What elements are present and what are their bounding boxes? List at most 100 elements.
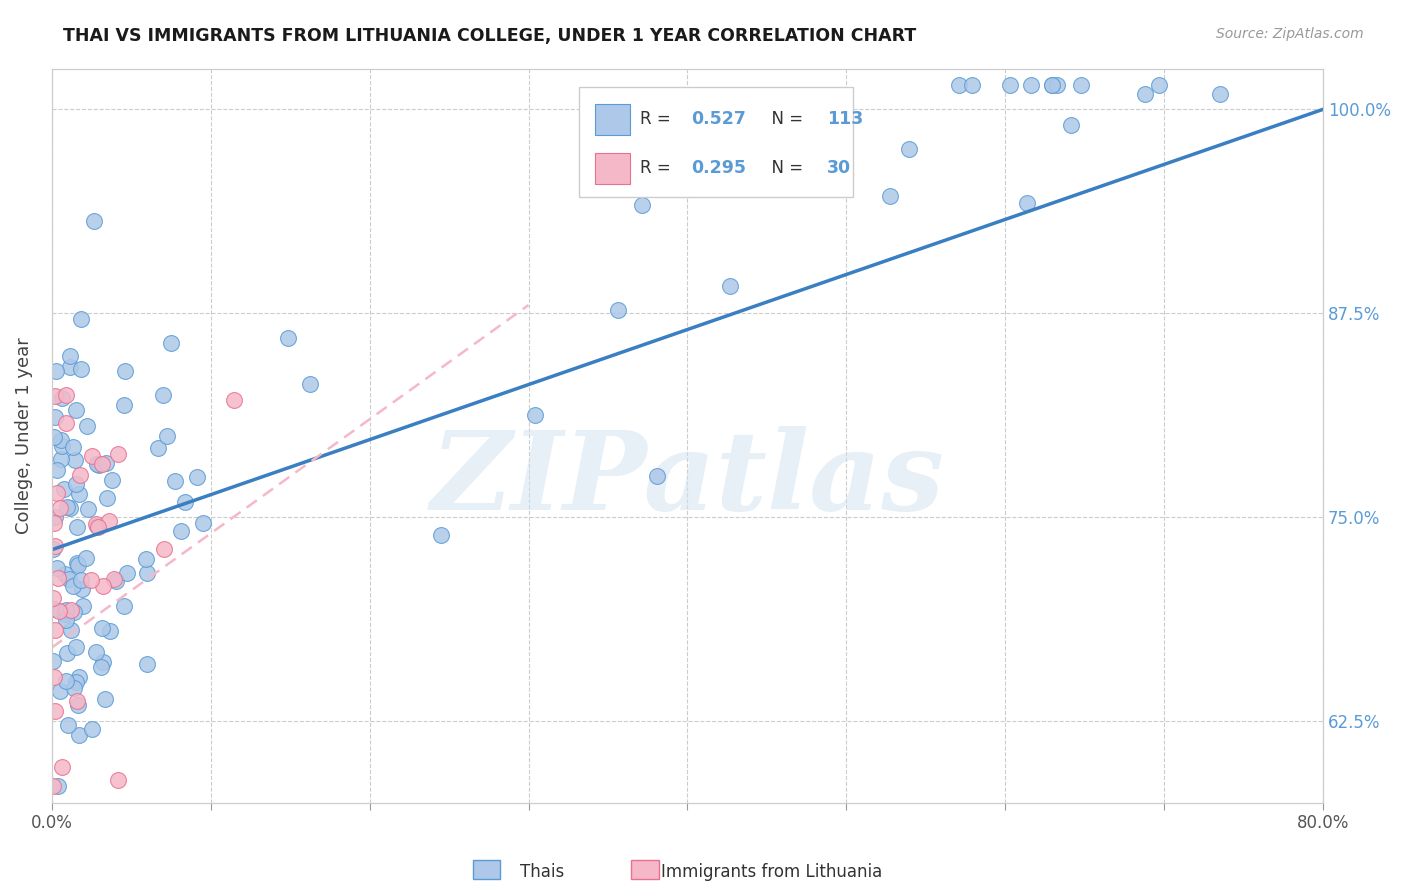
Point [165,474,187,488]
Point [948,78,970,92]
Point [1209,87,1232,101]
Point [631,198,654,212]
Point [58,718,80,732]
Point [55,674,77,689]
Point [51,760,73,774]
Point [607,303,630,318]
Point [156,429,179,443]
Point [94,456,117,470]
Point [105,574,128,588]
Point [91,621,114,635]
Point [80,450,103,464]
Point [53,567,76,582]
Point [46,779,69,793]
Point [114,364,136,378]
Point [91,578,114,592]
Point [599,141,621,155]
Point [44,602,66,616]
Point [44,539,66,553]
Text: 113: 113 [827,111,863,128]
Point [115,566,138,580]
Point [42,430,65,444]
Point [146,441,169,455]
Point [53,607,76,621]
Point [42,669,65,683]
Point [67,728,90,742]
Point [664,151,686,165]
Point [42,591,65,605]
Point [174,495,197,509]
Bar [595,153,630,184]
Text: Source: ZipAtlas.com: Source: ZipAtlas.com [1216,27,1364,41]
Point [67,670,90,684]
Text: ZIPatlas: ZIPatlas [430,425,945,533]
Point [42,541,65,556]
Point [55,613,77,627]
Point [42,516,65,530]
Point [87,520,110,534]
Point [592,172,614,186]
Point [42,654,65,668]
Point [49,501,72,516]
Bar [595,103,630,135]
Point [44,510,66,524]
Text: 0.295: 0.295 [692,160,747,178]
Point [135,551,157,566]
Point [160,335,183,350]
Point [169,524,191,538]
Point [810,163,832,178]
Point [524,408,547,422]
Point [62,579,84,593]
Point [96,491,118,506]
Point [224,393,246,408]
Point [44,705,66,719]
Point [46,463,69,477]
Point [879,188,901,202]
Point [75,550,97,565]
Text: 0.527: 0.527 [692,111,747,128]
Point [960,78,983,92]
Point [193,516,215,531]
Point [1040,78,1063,92]
Point [648,177,671,191]
Point [55,388,77,402]
Point [80,723,103,737]
Point [1019,78,1042,92]
Point [153,541,176,556]
Point [1147,78,1170,92]
Point [58,572,80,586]
Point [46,561,69,575]
Point [62,681,84,695]
Point [48,683,70,698]
Point [136,566,159,580]
Point [1060,118,1083,132]
Point [49,433,72,447]
Point [66,556,89,570]
Point [70,312,93,326]
Point [72,599,94,613]
Point [55,603,77,617]
Point [69,468,91,483]
Point [65,675,87,690]
Point [76,418,98,433]
Bar [472,861,501,879]
Point [56,500,79,515]
Point [718,278,741,293]
Point [103,572,125,586]
Point [98,515,121,529]
Point [63,453,86,467]
Point [152,388,174,402]
Point [46,485,69,500]
Point [53,483,76,497]
Point [94,691,117,706]
Text: 30: 30 [827,160,852,178]
Point [898,142,921,156]
Point [429,528,451,542]
Point [91,655,114,669]
Point [277,331,299,345]
Point [44,389,66,403]
Point [55,646,77,660]
Point [51,391,73,405]
Text: R =: R = [640,111,676,128]
Text: R =: R = [640,160,676,178]
